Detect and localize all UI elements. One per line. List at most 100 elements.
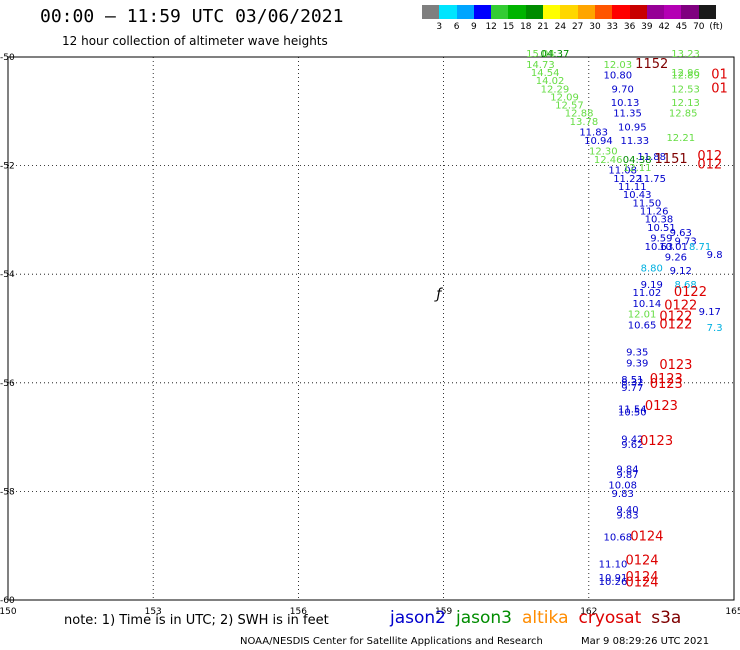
wave-height-observation: 10.08 bbox=[608, 481, 637, 492]
wave-height-observation: 0122 bbox=[659, 309, 692, 324]
wave-height-observation: 11.54 bbox=[618, 405, 647, 416]
wave-height-observation: 9.42 bbox=[621, 435, 643, 446]
wave-height-observation: 9.19 bbox=[641, 280, 663, 291]
wave-height-observation: 01 bbox=[711, 81, 728, 96]
wave-height-observation: 10.26 bbox=[599, 577, 628, 588]
wave-height-observation: 11.10 bbox=[599, 559, 628, 570]
satellite-legend: jason2 jason3 altika cryosat s3a bbox=[390, 608, 691, 628]
latitude-tick-label: -60 bbox=[0, 596, 15, 606]
color-swatch bbox=[491, 5, 509, 19]
wave-height-observation: 10.01 bbox=[659, 242, 688, 253]
wave-height-observation: 10.63 bbox=[645, 242, 674, 253]
wave-height-observation: 11.50 bbox=[633, 198, 662, 209]
wave-height-observation: 8.51 bbox=[621, 375, 643, 386]
longitude-tick-label: 156 bbox=[290, 607, 307, 617]
color-swatch bbox=[646, 5, 665, 19]
credit-text: NOAA/NESDIS Center for Satellite Applica… bbox=[240, 636, 543, 647]
wave-height-observation: 9.77 bbox=[621, 383, 643, 394]
longitude-tick-label: 153 bbox=[145, 607, 162, 617]
wave-height-observation: 9.17 bbox=[699, 307, 721, 318]
wave-height-observation: 012 bbox=[697, 149, 722, 164]
legend-item-jason2: jason2 bbox=[390, 608, 446, 628]
wave-height-observation: 12.96 bbox=[671, 68, 700, 79]
wave-height-observation: 14.73 bbox=[526, 60, 555, 71]
wave-height-observation: 12.89 bbox=[671, 71, 700, 82]
wave-height-observation: 9.84 bbox=[616, 464, 638, 475]
wave-height-observation: 0122 bbox=[659, 318, 692, 333]
wave-height-observation: 04:37 bbox=[541, 49, 570, 60]
color-swatch bbox=[473, 5, 492, 19]
color-swatch bbox=[681, 5, 699, 19]
wave-height-observation: 9.83 bbox=[616, 511, 638, 522]
color-scale-label: 45 bbox=[675, 22, 688, 32]
island-marker: ƒ bbox=[433, 287, 443, 303]
color-swatch bbox=[664, 5, 682, 19]
latitude-tick-label: -50 bbox=[0, 53, 15, 63]
wave-height-observation: 10.94 bbox=[584, 136, 613, 147]
wave-height-observation: 1151 bbox=[655, 152, 688, 167]
color-swatch bbox=[698, 5, 717, 19]
wave-height-observation: 9.35 bbox=[626, 348, 648, 359]
wave-height-observation: 012 bbox=[697, 157, 722, 172]
color-swatch bbox=[577, 5, 595, 19]
wave-height-observation: 9.83 bbox=[612, 489, 634, 500]
wave-height-observation: 10.51 bbox=[647, 223, 676, 234]
wave-height-observation: 12.88 bbox=[565, 109, 594, 120]
latitude-tick-label: -52 bbox=[0, 162, 15, 172]
wave-height-observation: 12.53 bbox=[671, 84, 700, 95]
wave-height-observation: 8.71 bbox=[689, 242, 711, 253]
color-scale-labels: 3 6 9 12 15 18 21 24 27 30 33 36 39 42 45 70 (ft) bbox=[422, 22, 740, 34]
color-scale-label: 70 bbox=[693, 22, 705, 32]
wave-height-observation: 11.22 bbox=[613, 174, 642, 185]
wave-height-observation: 04:38 bbox=[623, 155, 652, 166]
color-swatch bbox=[612, 5, 630, 19]
wave-height-observation: 11.83 bbox=[579, 128, 608, 139]
wave-height-observation: 8.32 bbox=[621, 378, 643, 389]
page-subtitle: 12 hour collection of altimeter wave hei… bbox=[62, 34, 328, 48]
wave-height-observation: 11.35 bbox=[613, 109, 642, 120]
color-scale-label: 33 bbox=[606, 22, 619, 32]
wave-height-observation: 9.26 bbox=[665, 253, 687, 264]
wave-height-observation: 0124 bbox=[630, 529, 663, 544]
color-scale-label: 18 bbox=[520, 22, 532, 32]
wave-height-observation: 9.73 bbox=[674, 236, 696, 247]
wave-height-observation: 0124 bbox=[625, 575, 658, 590]
wave-height-observation: 10.68 bbox=[604, 532, 633, 543]
wave-height-observation: 12.21 bbox=[666, 133, 695, 144]
wave-height-observation: 0122 bbox=[674, 285, 707, 300]
wave-height-observation: 9.87 bbox=[616, 470, 638, 481]
legend-item-altika: altika bbox=[522, 608, 569, 628]
wave-height-observation: 12.09 bbox=[550, 92, 579, 103]
color-swatch bbox=[456, 5, 474, 19]
wave-height-observation: 11.08 bbox=[608, 166, 637, 177]
wave-height-observation: 9.39 bbox=[626, 359, 648, 370]
color-scale-label: 3 bbox=[436, 22, 443, 32]
legend-item-jason3: jason3 bbox=[456, 608, 512, 628]
page-title: 00:00 – 11:59 UTC 03/06/2021 bbox=[40, 6, 344, 27]
wave-height-observation: 14.54 bbox=[531, 68, 560, 79]
longitude-tick-label: 150 bbox=[0, 607, 17, 617]
latitude-tick-label: -58 bbox=[0, 487, 15, 497]
longitude-tick-label: 165 bbox=[725, 607, 740, 617]
wave-height-observation: 8.80 bbox=[641, 263, 663, 274]
wave-height-observation: 1152 bbox=[635, 57, 668, 72]
wave-height-observation: 12.03 bbox=[604, 60, 633, 71]
color-scale-label: 15 bbox=[502, 22, 515, 32]
latitude-tick-label: -56 bbox=[0, 379, 15, 389]
color-swatch bbox=[543, 5, 561, 19]
wave-height-observation: 10.65 bbox=[628, 321, 657, 332]
wave-height-observation: 10.38 bbox=[645, 215, 674, 226]
color-scale-label: 42 bbox=[658, 22, 670, 32]
color-scale-label: 21 bbox=[537, 22, 549, 32]
wave-height-observation: 9.12 bbox=[670, 266, 692, 277]
wave-height-observation: 12.30 bbox=[589, 147, 618, 158]
color-scale-label: 36 bbox=[623, 22, 636, 32]
wave-height-observation: 10.80 bbox=[604, 71, 633, 82]
wave-height-observation: 8.68 bbox=[674, 280, 696, 291]
latitude-tick-label: -54 bbox=[0, 270, 15, 280]
color-scale-label: 30 bbox=[589, 22, 601, 32]
wave-height-observation: 13.78 bbox=[570, 117, 599, 128]
color-swatch bbox=[560, 5, 578, 19]
wave-height-observation: 12.85 bbox=[669, 109, 698, 120]
